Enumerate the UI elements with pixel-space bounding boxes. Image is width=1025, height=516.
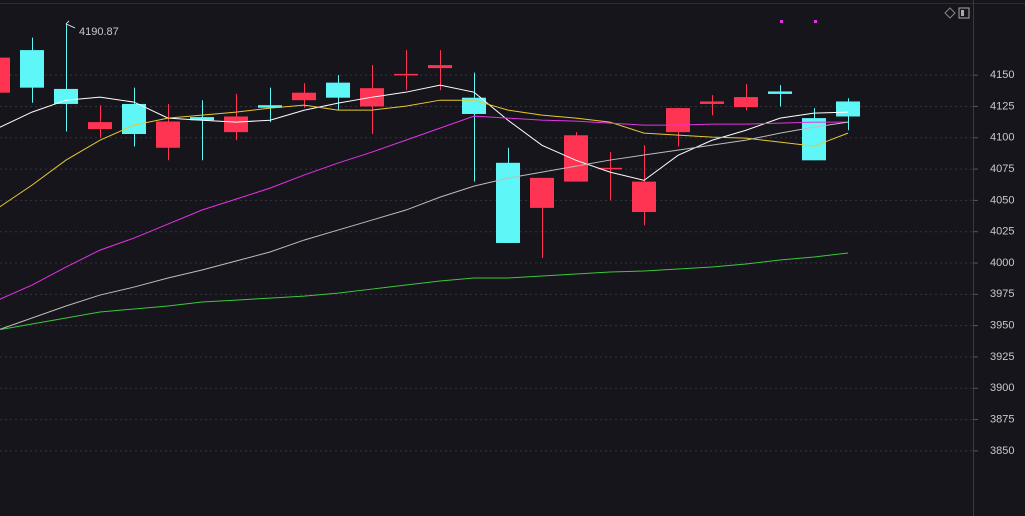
candle-body [836, 101, 860, 117]
candle-body [190, 117, 214, 121]
y-tick-label: 4100 [990, 132, 1014, 144]
candle-body [394, 73, 418, 76]
candle-body [156, 121, 180, 148]
ma-line [0, 121, 849, 330]
candle-body [122, 103, 146, 135]
candle-body [564, 135, 588, 182]
candle-body [496, 162, 520, 243]
y-tick-label: 4150 [990, 69, 1014, 81]
y-tick-label: 3875 [990, 413, 1014, 425]
annotation-leader [65, 20, 76, 29]
candle-body [598, 167, 622, 170]
diamond-icon[interactable] [944, 7, 956, 19]
candle-body [88, 122, 112, 129]
candle-body [54, 88, 78, 104]
ma-line [0, 99, 849, 208]
marker-dot [780, 20, 783, 23]
annotation: 4190.87 [79, 26, 119, 38]
ma-line [0, 84, 849, 181]
candle-body [224, 116, 248, 133]
candle-body [734, 97, 758, 108]
candle-body [292, 92, 316, 101]
candle-body [530, 177, 554, 208]
ma-line [0, 115, 848, 300]
candle-body [428, 65, 452, 69]
y-tick-label: 4050 [990, 194, 1014, 206]
marker-dot [814, 20, 817, 23]
candle-body [0, 57, 10, 93]
y-tick-label: 4025 [990, 226, 1014, 238]
y-tick-label: 3975 [990, 288, 1014, 300]
candle-body [326, 82, 350, 98]
ma-line [0, 252, 849, 331]
y-tick-label: 3950 [990, 320, 1014, 332]
y-tick-label: 3850 [990, 445, 1014, 457]
candle-body [666, 108, 690, 133]
candle-body [258, 105, 282, 108]
candle-body [20, 50, 44, 88]
y-tick-label: 3900 [990, 382, 1014, 394]
candle-body [768, 91, 792, 94]
panel-icon-part [961, 10, 964, 16]
candle-body [700, 101, 724, 104]
y-tick-label: 4000 [990, 257, 1014, 269]
candle-body [632, 181, 656, 213]
candle-body [802, 118, 826, 161]
y-tick-label: 4075 [990, 163, 1014, 175]
y-tick-label: 3925 [990, 351, 1014, 363]
y-tick-label: 4125 [990, 100, 1014, 112]
panel-icon[interactable] [958, 7, 970, 19]
